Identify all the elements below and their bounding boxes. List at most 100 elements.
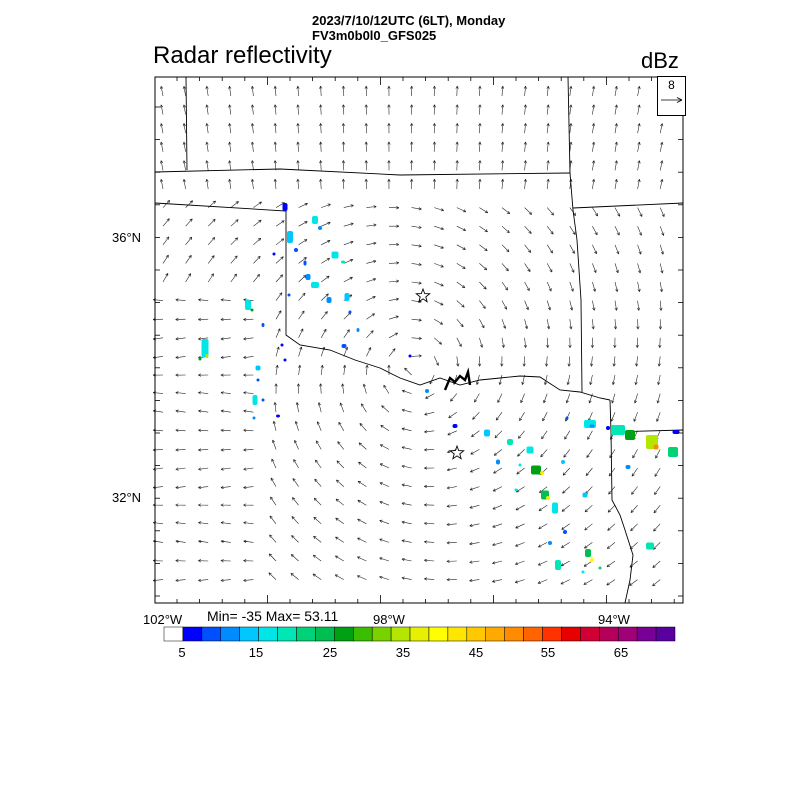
wind-vector [569,263,575,273]
wind-vector [334,555,344,562]
lat-label-32n: 32°N [112,490,142,505]
wind-vector [338,421,345,431]
star-marker-icon [449,444,465,460]
reflectivity-cell [531,465,541,475]
wind-vector [220,485,231,489]
reflectivity-cell [408,354,412,358]
wind-vector [314,478,322,487]
wind-vector [185,273,192,283]
wind-vector [561,542,570,548]
wind-vector [411,281,422,285]
wind-vector [388,206,400,210]
wind-vector [296,104,300,115]
wind-vector [424,577,435,581]
colorbar-swatch [617,626,638,642]
wind-vector [565,393,571,404]
wind-vector [198,539,209,543]
reflectivity-cell [668,447,678,457]
wind-vector [243,521,254,525]
wind-vector [469,542,480,546]
wind-vector [657,356,661,367]
wind-vector [653,505,661,514]
reflectivity-cell [526,446,534,454]
state-border [572,202,683,209]
wind-vector [243,448,254,452]
reference-arrow-icon [661,97,683,103]
wind-vector [175,521,186,525]
wind-vector [501,141,505,152]
wind-vector [160,86,164,97]
state-border [569,172,583,393]
reflectivity-cell [294,248,298,252]
wind-vector [220,578,231,582]
wind-vector [230,201,239,208]
wind-vector [515,504,525,511]
wind-vector [592,207,599,217]
wind-vector [652,560,661,568]
wind-vector [243,337,254,341]
reflectivity-cell [563,530,567,534]
wind-vector [343,222,354,227]
wind-vector [298,239,308,246]
wind-vector [614,300,618,311]
wind-vector [456,319,464,328]
wind-vector [637,244,642,255]
wind-vector [591,178,596,190]
wind-vector [501,85,505,97]
wind-vector [562,467,571,476]
reflectivity-cell [282,203,288,211]
reflectivity-cell [555,560,561,570]
wind-vector [611,374,616,385]
wind-vector [546,244,553,254]
wind-vector [590,337,594,348]
wind-vector [637,179,641,190]
reflectivity-cell [312,216,318,224]
wind-vector [501,319,507,329]
wind-vector [494,430,503,439]
wind-vector [343,240,354,246]
wind-vector [182,160,186,171]
wind-vector [198,578,209,582]
wind-vector [523,337,527,348]
wind-vector [540,449,548,458]
wind-vector [198,317,209,322]
wind-vector [544,374,548,385]
wind-vector [198,467,209,471]
reflectivity-cell [625,465,631,469]
wind-vector [364,85,368,97]
wind-vector [546,141,550,152]
state-border [610,431,634,603]
wind-vector [362,383,367,394]
wind-vector [379,519,390,525]
wind-vector [205,104,209,115]
colorbar-swatch [466,626,486,642]
wind-vector [587,412,593,422]
reflectivity-cell [198,357,202,361]
wind-vector [659,281,663,293]
wind-vector [366,313,375,320]
wind-vector [410,123,414,134]
wind-vector [523,104,527,115]
wind-vector [410,141,414,152]
wind-vector [501,178,505,190]
wind-vector [243,409,254,413]
wind-vector [388,348,396,357]
wind-vector [366,296,376,301]
wind-vector [592,281,596,292]
wind-vector [614,263,619,274]
wind-vector [271,458,277,469]
wind-vector [584,523,593,531]
wind-vector [658,337,662,348]
colorbar-swatch [258,626,278,642]
wind-vector [500,356,504,367]
reflectivity-cell [548,541,552,545]
wind-vector [253,237,262,246]
wind-vector [478,104,482,115]
wind-vector [546,281,552,292]
wind-vector [424,503,435,507]
wind-vector [630,523,638,532]
wind-vector [432,141,436,152]
reflectivity-cell [581,570,585,574]
wind-vector [198,409,209,413]
wind-vector [401,483,412,487]
